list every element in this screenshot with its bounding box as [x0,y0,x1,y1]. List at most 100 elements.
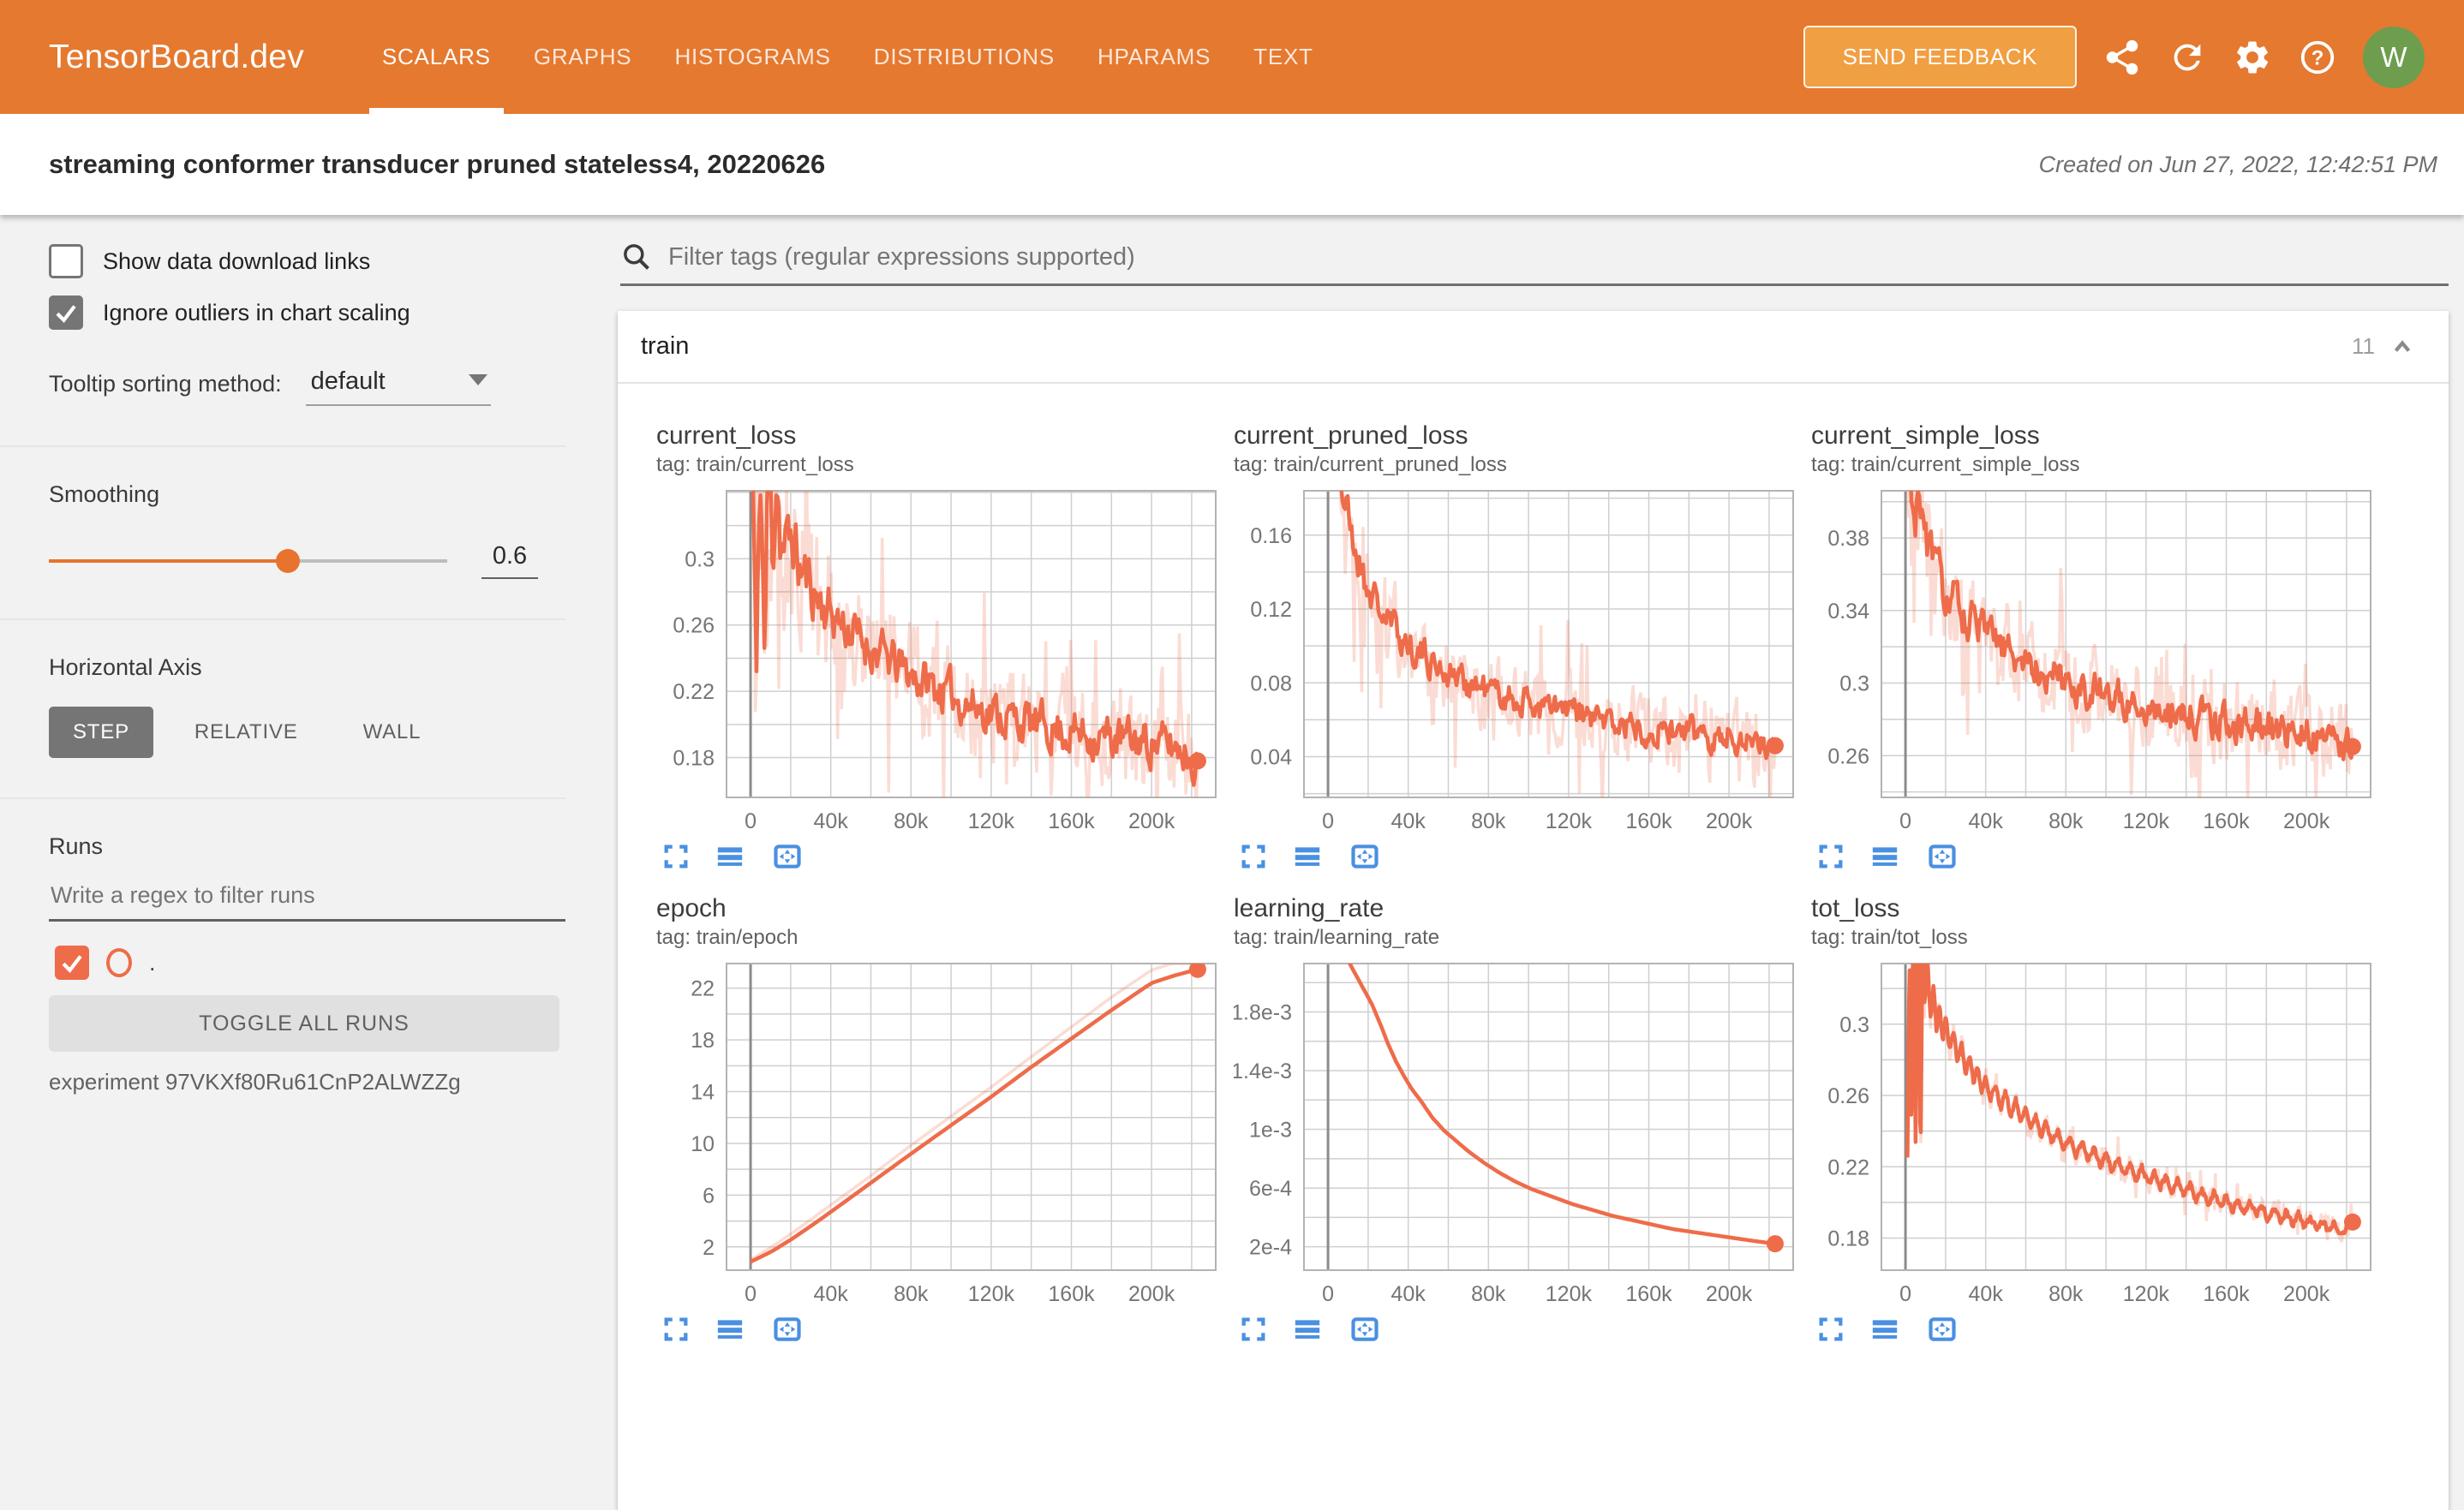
ignore-outliers-checkbox[interactable]: Ignore outliers in chart scaling [49,295,565,330]
fit-domain-icon[interactable] [1924,1314,1960,1345]
avatar[interactable]: W [2363,26,2425,88]
expand-chart-icon[interactable] [1816,842,1845,871]
svg-text:200k: 200k [1706,809,1753,833]
tab-text[interactable]: TEXT [1253,44,1313,69]
relative-button[interactable]: RELATIVE [170,707,322,758]
svg-text:0: 0 [745,1282,757,1306]
svg-text:14: 14 [691,1081,715,1105]
nav-tabs: SCALARS GRAPHS HISTOGRAMS DISTRIBUTIONS … [361,0,1335,114]
wall-button[interactable]: WALL [339,707,446,758]
svg-text:160k: 160k [2203,1282,2250,1306]
toggle-all-runs-button[interactable]: TOGGLE ALL RUNS [49,995,559,1052]
send-feedback-button[interactable]: SEND FEEDBACK [1803,26,2077,88]
checkbox-icon [49,295,83,330]
tooltip-sorting-label: Tooltip sorting method: [49,371,282,397]
tooltip-sorting-dropdown[interactable]: default [305,367,491,406]
run-name: . [149,949,156,976]
charts-grid: current_loss tag: train/current_loss 0 40k 8… [618,384,2449,1345]
fit-domain-icon[interactable] [1924,841,1960,872]
chart-title: learning_rate [1234,894,1385,922]
svg-text:160k: 160k [1048,1282,1095,1306]
toggle-lines-icon[interactable] [1291,1315,1324,1344]
section-count: 11 [2352,333,2375,359]
svg-text:200k: 200k [2283,1282,2330,1306]
toggle-lines-icon[interactable] [1869,1315,1901,1344]
svg-text:0.26: 0.26 [1827,1084,1869,1108]
fit-domain-icon[interactable] [769,1314,805,1345]
svg-text:0: 0 [745,809,757,833]
expand-chart-icon[interactable] [661,842,691,871]
chart-toolbar [1811,1314,2372,1345]
expand-chart-icon[interactable] [1239,1315,1268,1344]
slider-fill [49,558,288,563]
smoothing-value[interactable]: 0.6 [481,542,538,579]
smoothing-label: Smoothing [49,481,160,507]
chart-plot-tot_loss[interactable]: 0 40k 80k 120k 160k 200k 0.18 0.22 0.26 0.3 [1811,957,2372,1308]
chart-plot-current_simple_loss[interactable]: 0 40k 80k 120k 160k 200k 0.26 0.3 0.34 0.38 [1811,484,2372,835]
chevron-up-icon[interactable] [2387,331,2418,362]
runs-filter-input[interactable] [49,882,565,922]
svg-text:0.04: 0.04 [1250,746,1292,770]
svg-text:200k: 200k [1706,1282,1753,1306]
created-timestamp: Created on Jun 27, 2022, 12:42:51 PM [2038,151,2437,177]
refresh-icon[interactable] [2168,38,2207,77]
chart-toolbar [1234,841,1795,872]
expand-chart-icon[interactable] [1816,1315,1845,1344]
slider-thumb[interactable] [276,548,300,573]
toggle-lines-icon[interactable] [1869,842,1901,871]
chart-title: current_pruned_loss [1234,421,1468,450]
svg-text:80k: 80k [894,1282,929,1306]
tab-scalars[interactable]: SCALARS [361,0,512,114]
chart-plot-learning_rate[interactable]: 0 40k 80k 120k 160k 200k 2e-4 6e-4 1e-3 1.4e-3 1.8… [1231,957,1795,1308]
tab-hparams[interactable]: HPARAMS [1097,44,1211,69]
settings-icon[interactable] [2233,38,2272,77]
svg-text:160k: 160k [1048,809,1095,833]
expand-chart-icon[interactable] [661,1315,691,1344]
share-icon[interactable] [2102,38,2142,77]
expand-chart-icon[interactable] [1239,842,1268,871]
svg-text:80k: 80k [2048,809,2084,833]
svg-text:40k: 40k [814,1282,849,1306]
chart-tag: tag: train/current_loss [656,453,854,476]
chart-plot-current_loss[interactable]: 0 40k 80k 120k 160k 200k 0.18 0.22 0.26 0.3 [656,484,1217,835]
svg-text:120k: 120k [1546,809,1593,833]
fit-domain-icon[interactable] [769,841,805,872]
filter-tags-row [620,241,2449,286]
chart-card-learning_rate: learning_rate tag: train/learning_rate 0 40… [1231,894,1795,1345]
chart-toolbar [1234,1314,1795,1345]
tab-histograms[interactable]: HISTOGRAMS [674,44,831,69]
svg-text:80k: 80k [2048,1282,2084,1306]
header-actions: SEND FEEDBACK ? W [1803,26,2464,88]
help-icon[interactable]: ? [2298,38,2337,77]
svg-text:0.22: 0.22 [1827,1155,1869,1179]
step-button[interactable]: STEP [49,707,153,758]
svg-text:1.8e-3: 1.8e-3 [1234,1001,1292,1025]
svg-text:22: 22 [691,977,715,1001]
toggle-lines-icon[interactable] [714,842,746,871]
toggle-lines-icon[interactable] [714,1315,746,1344]
run-checkbox[interactable] [55,946,89,980]
chart-tag: tag: train/epoch [656,926,798,949]
chart-tag: tag: train/current_simple_loss [1811,453,2080,476]
svg-text:6e-4: 6e-4 [1249,1177,1292,1201]
run-color-swatch[interactable] [106,948,132,977]
toggle-lines-icon[interactable] [1291,842,1324,871]
show-download-links-checkbox[interactable]: Show data download links [49,244,565,278]
fit-domain-icon[interactable] [1347,1314,1383,1345]
chart-plot-current_pruned_loss[interactable]: 0 40k 80k 120k 160k 200k 0.04 0.08 0.12 0.16 [1234,484,1795,835]
chart-title: current_simple_loss [1811,421,2040,450]
smoothing-slider[interactable] [49,544,447,578]
train-section-header[interactable]: train 11 [618,311,2449,384]
smoothing-row: 0.6 [49,542,565,579]
tab-distributions[interactable]: DISTRIBUTIONS [873,44,1055,69]
horizontal-axis-label: Horizontal Axis [49,654,202,680]
experiment-id: experiment 97VKXf80Ru61CnP2ALWZZg [49,1069,461,1095]
chart-plot-epoch[interactable]: 0 40k 80k 120k 160k 200k 2 6 10 14 18 22 [656,957,1217,1308]
svg-text:0: 0 [1322,809,1334,833]
search-icon [624,244,649,270]
svg-text:200k: 200k [2283,809,2330,833]
fit-domain-icon[interactable] [1347,841,1383,872]
svg-text:18: 18 [691,1029,715,1053]
filter-tags-input[interactable] [667,242,2449,272]
tab-graphs[interactable]: GRAPHS [533,44,632,69]
